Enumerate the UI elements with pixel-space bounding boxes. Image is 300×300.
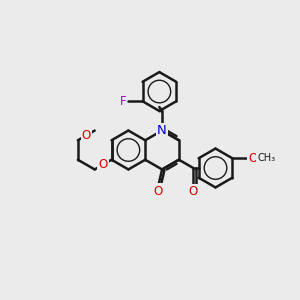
Text: N: N (157, 124, 167, 137)
Text: O: O (82, 129, 91, 142)
Text: O: O (189, 185, 198, 198)
Text: O: O (153, 184, 163, 197)
Text: O: O (98, 158, 108, 171)
Text: O: O (248, 152, 258, 165)
Text: F: F (120, 95, 126, 108)
Text: CH₃: CH₃ (257, 153, 275, 163)
